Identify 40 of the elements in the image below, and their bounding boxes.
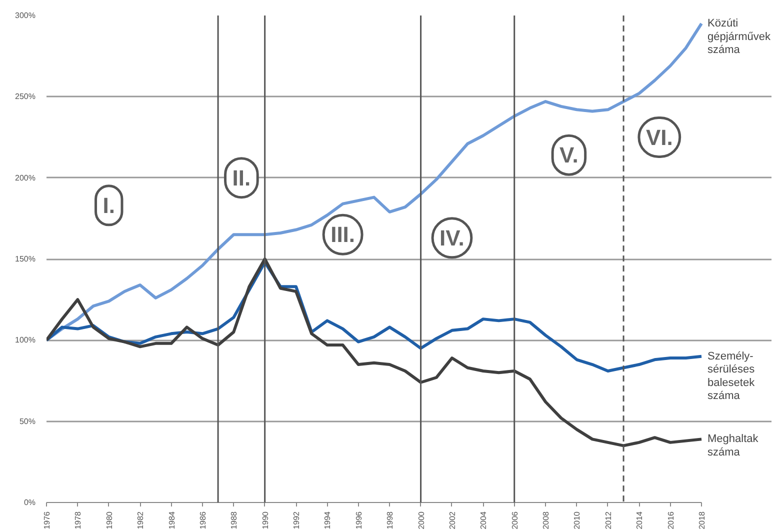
x-tick-label: 1992 — [292, 510, 302, 530]
y-tick-label: 200% — [15, 173, 36, 182]
x-tick-label: 2008 — [542, 510, 551, 530]
x-tick-label: 1982 — [136, 510, 146, 530]
x-tick-label: 1978 — [74, 510, 83, 530]
series-label: Közúti gépjárművek száma — [708, 18, 771, 56]
annotation: V. — [560, 142, 578, 168]
x-tick-label: 2016 — [666, 510, 676, 530]
x-tick-label: 2004 — [479, 510, 488, 530]
x-tick-label: 2000 — [416, 510, 426, 530]
annotation: III. — [330, 222, 356, 248]
annotation: I. — [102, 192, 116, 218]
x-tick-label: 2006 — [510, 510, 520, 530]
y-tick-label: 150% — [15, 254, 36, 264]
series-label: Meghaltak száma — [708, 433, 759, 458]
annotation: VI. — [646, 124, 673, 150]
annotation: II. — [232, 165, 251, 190]
x-tick-label: 2002 — [448, 510, 457, 530]
x-tick-label: 2014 — [635, 510, 644, 530]
x-tick-label: 1976 — [42, 510, 52, 530]
x-tick-label: 1980 — [104, 510, 114, 530]
x-tick-label: 1988 — [230, 510, 239, 530]
x-tick-label: 1998 — [386, 510, 395, 530]
annotation: IV. — [440, 225, 464, 250]
x-tick-label: 1984 — [167, 510, 176, 530]
x-tick-label: 1990 — [260, 510, 270, 530]
y-tick-label: 0% — [24, 498, 36, 507]
y-tick-label: 250% — [15, 92, 36, 102]
x-tick-label: 2010 — [572, 510, 582, 530]
y-tick-label: 100% — [15, 336, 36, 345]
x-tick-label: 2012 — [604, 510, 613, 530]
line-series — [46, 22, 703, 342]
x-tick-label: 1986 — [198, 510, 208, 530]
line-series — [46, 258, 703, 448]
x-tick-label: 1994 — [323, 510, 332, 530]
y-tick-label: 50% — [19, 416, 36, 426]
x-tick-label: 2018 — [698, 510, 706, 530]
x-tick-label: 1996 — [354, 510, 364, 530]
series-label: Személy- sérüléses balesetek száma — [708, 350, 756, 402]
y-tick-label: 300% — [15, 11, 36, 20]
